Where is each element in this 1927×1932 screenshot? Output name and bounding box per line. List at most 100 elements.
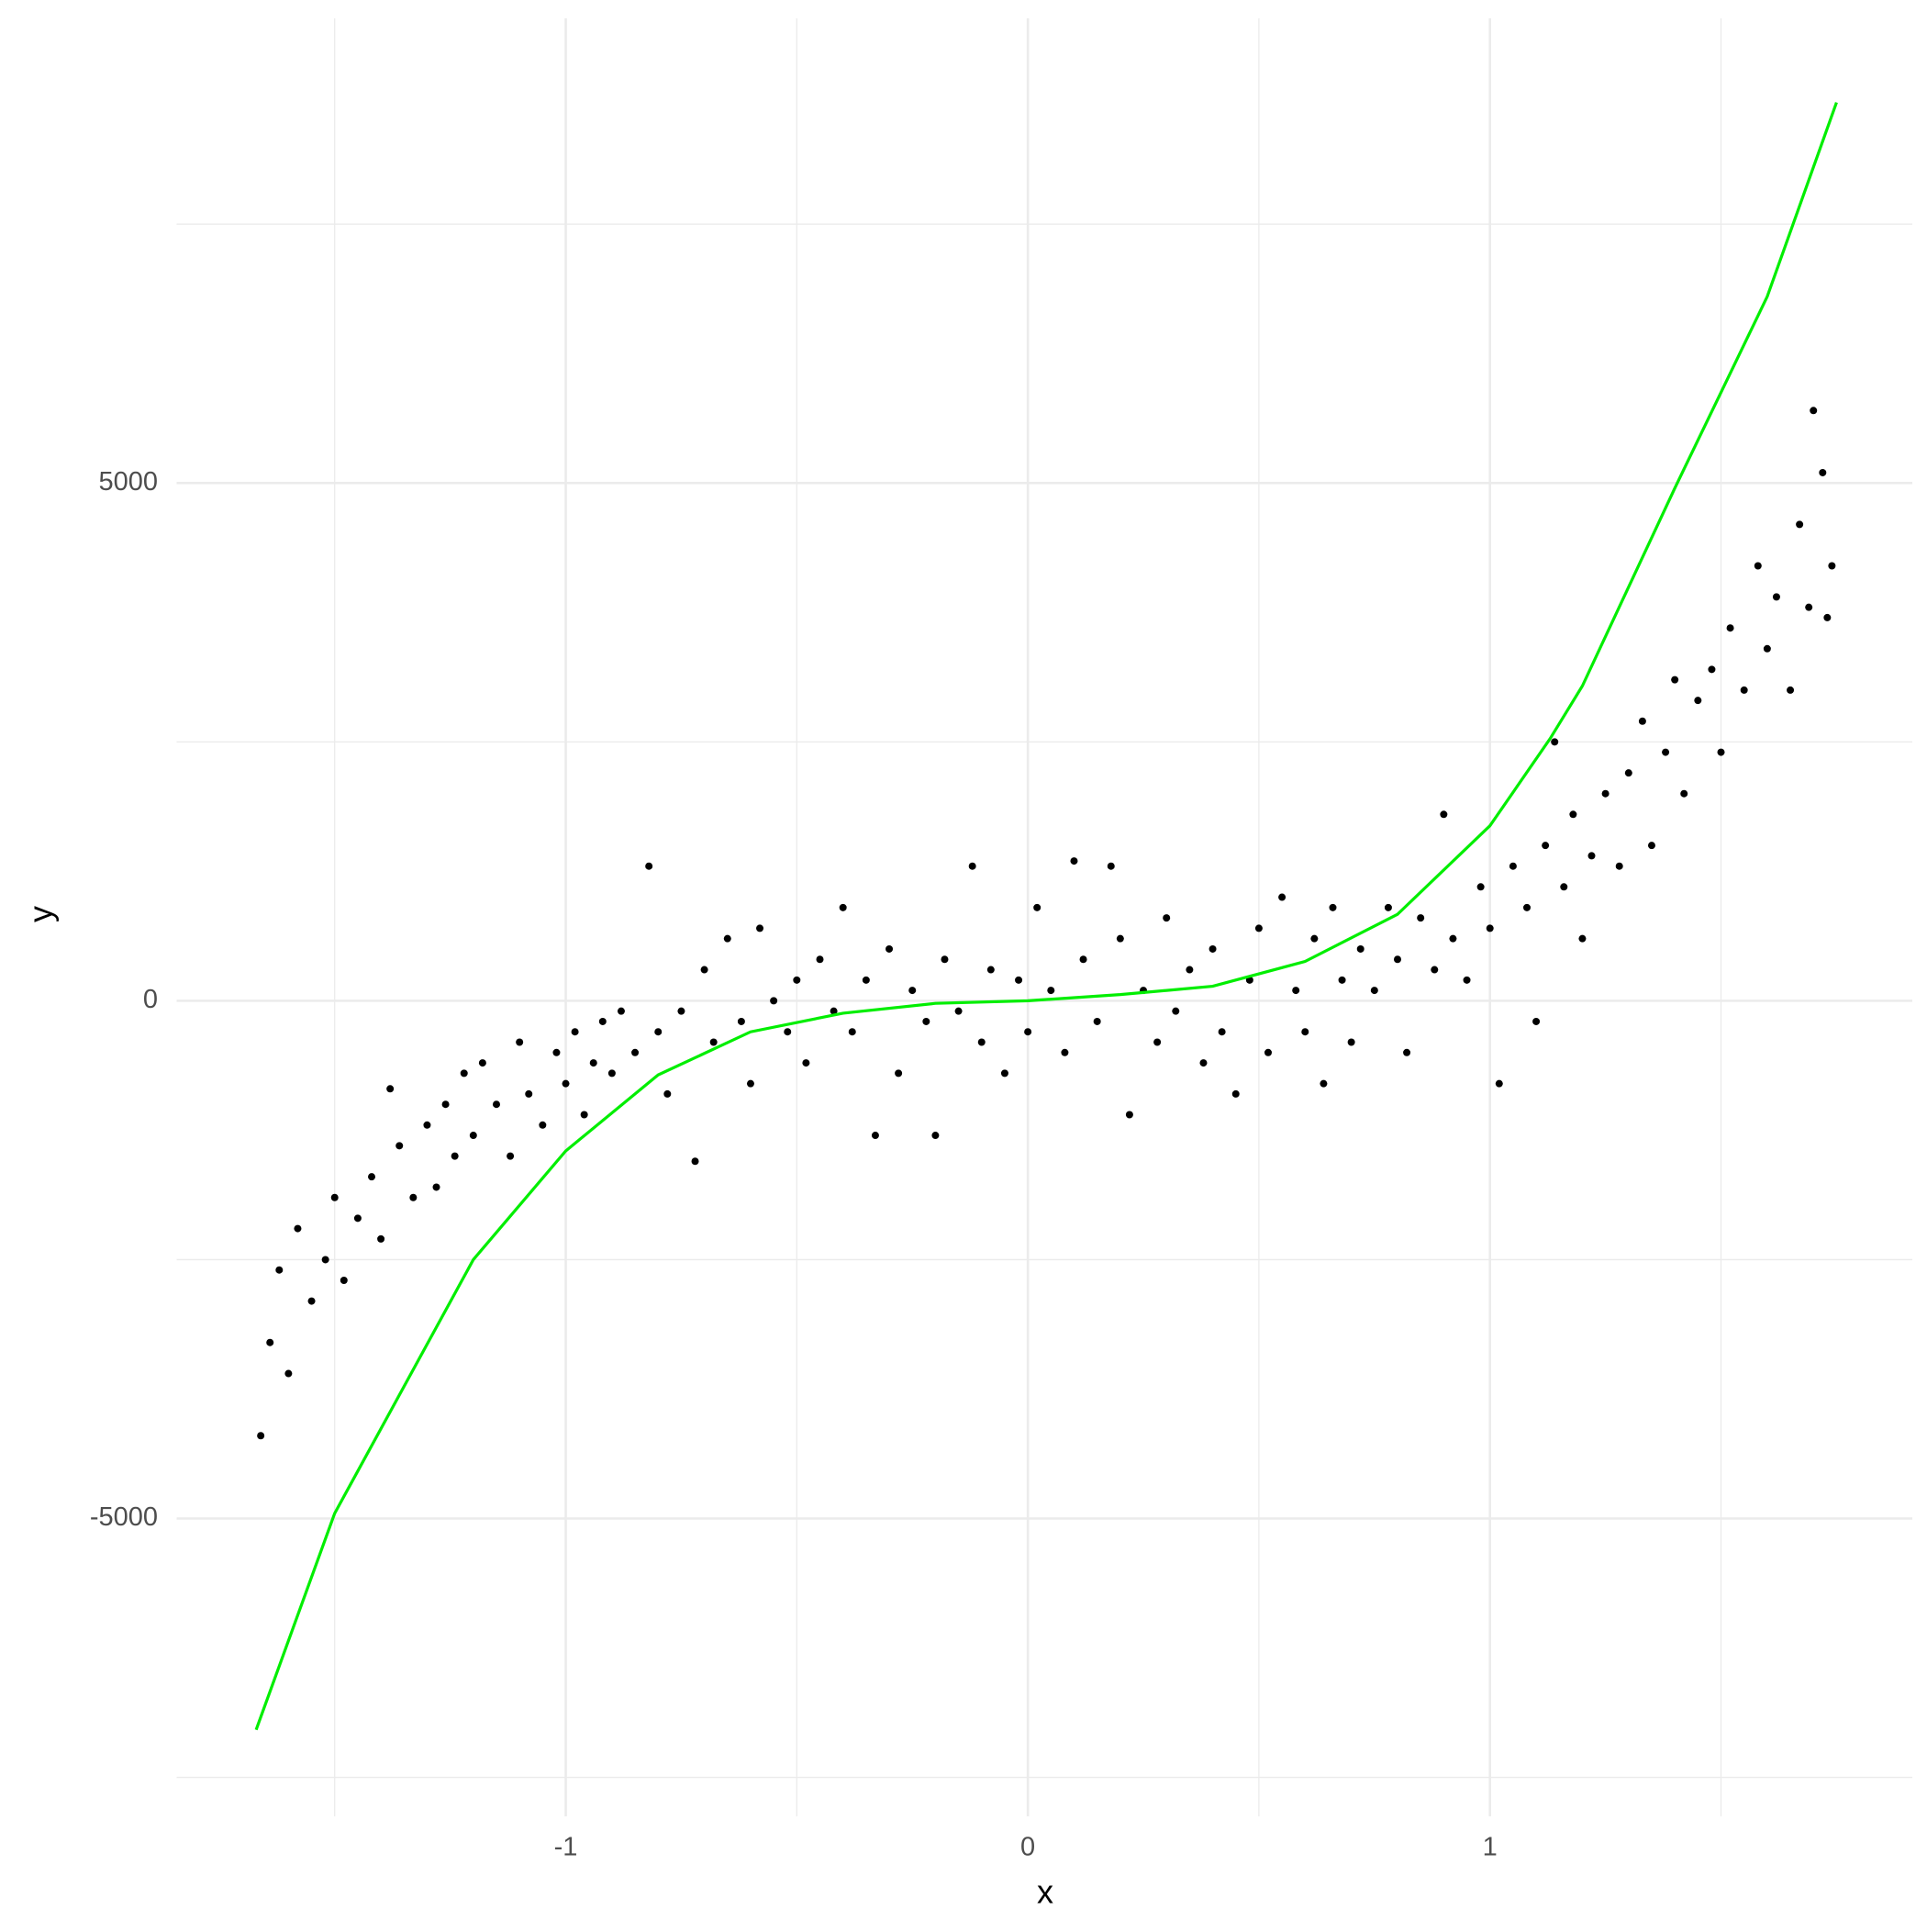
point	[737, 1017, 745, 1025]
point	[1209, 944, 1217, 953]
point	[284, 1369, 293, 1378]
point	[1787, 686, 1795, 694]
point	[1495, 1079, 1503, 1088]
point	[1726, 624, 1734, 632]
point	[507, 1152, 515, 1160]
point	[1000, 1069, 1008, 1078]
point	[525, 1089, 533, 1098]
point	[1523, 903, 1532, 911]
point	[1509, 862, 1517, 870]
point	[1254, 924, 1263, 932]
x-tick-label: 1	[1483, 1833, 1498, 1862]
point	[802, 1059, 810, 1067]
point	[1370, 987, 1378, 995]
point	[770, 997, 778, 1005]
point	[723, 934, 731, 943]
point	[1153, 1038, 1162, 1046]
point	[451, 1152, 459, 1160]
point	[1116, 934, 1124, 943]
y-tick-label: 0	[143, 985, 158, 1014]
point	[1292, 987, 1300, 995]
point	[321, 1256, 329, 1264]
point	[986, 966, 995, 974]
point	[257, 1432, 265, 1440]
point	[377, 1234, 385, 1243]
point	[1047, 987, 1055, 995]
x-tick-label: 0	[1020, 1833, 1035, 1862]
point	[1172, 1007, 1180, 1015]
point	[589, 1059, 597, 1067]
y-tick-label: -5000	[90, 1502, 158, 1532]
point	[294, 1224, 302, 1233]
point	[368, 1173, 376, 1181]
point	[1624, 769, 1632, 777]
point	[1218, 1028, 1226, 1036]
point	[1033, 903, 1041, 911]
point	[395, 1142, 404, 1150]
point	[1805, 603, 1813, 611]
point	[908, 987, 917, 995]
point	[1264, 1048, 1272, 1056]
point	[580, 1111, 588, 1119]
point	[1578, 934, 1587, 943]
point	[816, 955, 824, 964]
point	[1163, 914, 1171, 922]
point	[862, 976, 870, 984]
point	[784, 1028, 792, 1036]
fit-line	[254, 102, 1838, 1731]
point	[700, 966, 708, 974]
point	[460, 1069, 468, 1078]
point	[1587, 852, 1596, 860]
point	[1199, 1059, 1208, 1067]
point	[1601, 789, 1610, 798]
point	[941, 955, 949, 964]
point	[1093, 1017, 1101, 1025]
point	[793, 976, 801, 984]
point	[1671, 676, 1679, 684]
y-tick-label: 5000	[98, 467, 158, 497]
point	[1542, 842, 1550, 850]
point	[432, 1183, 440, 1191]
point	[1615, 862, 1623, 870]
point	[839, 903, 847, 911]
point	[1393, 955, 1401, 964]
point	[645, 862, 653, 870]
point	[469, 1132, 477, 1140]
point	[1403, 1048, 1411, 1056]
point	[1079, 955, 1087, 964]
point	[746, 1079, 754, 1088]
point	[1638, 717, 1646, 725]
point	[1476, 883, 1485, 891]
point	[617, 1007, 625, 1015]
x-tick-label: -1	[554, 1833, 578, 1862]
point	[1024, 1028, 1032, 1036]
point	[1070, 857, 1078, 865]
point	[1763, 644, 1771, 653]
point	[330, 1193, 339, 1201]
point	[1551, 738, 1559, 746]
point	[386, 1085, 395, 1093]
point	[1231, 1089, 1240, 1098]
point	[607, 1069, 616, 1078]
point	[848, 1028, 856, 1036]
point	[1647, 842, 1655, 850]
point	[1819, 468, 1827, 476]
point	[1463, 976, 1471, 984]
point	[552, 1048, 561, 1056]
point	[1532, 1017, 1541, 1025]
point	[353, 1214, 362, 1223]
point	[871, 1132, 879, 1140]
point	[1810, 407, 1818, 415]
point	[968, 862, 976, 870]
point	[954, 1007, 963, 1015]
point	[409, 1193, 418, 1201]
point	[1278, 893, 1287, 901]
point	[1015, 976, 1023, 984]
x-axis-title: x	[1037, 1873, 1053, 1911]
point	[1828, 562, 1836, 570]
point	[562, 1079, 570, 1088]
point	[1061, 1048, 1069, 1056]
point	[631, 1048, 640, 1056]
point	[340, 1277, 348, 1285]
